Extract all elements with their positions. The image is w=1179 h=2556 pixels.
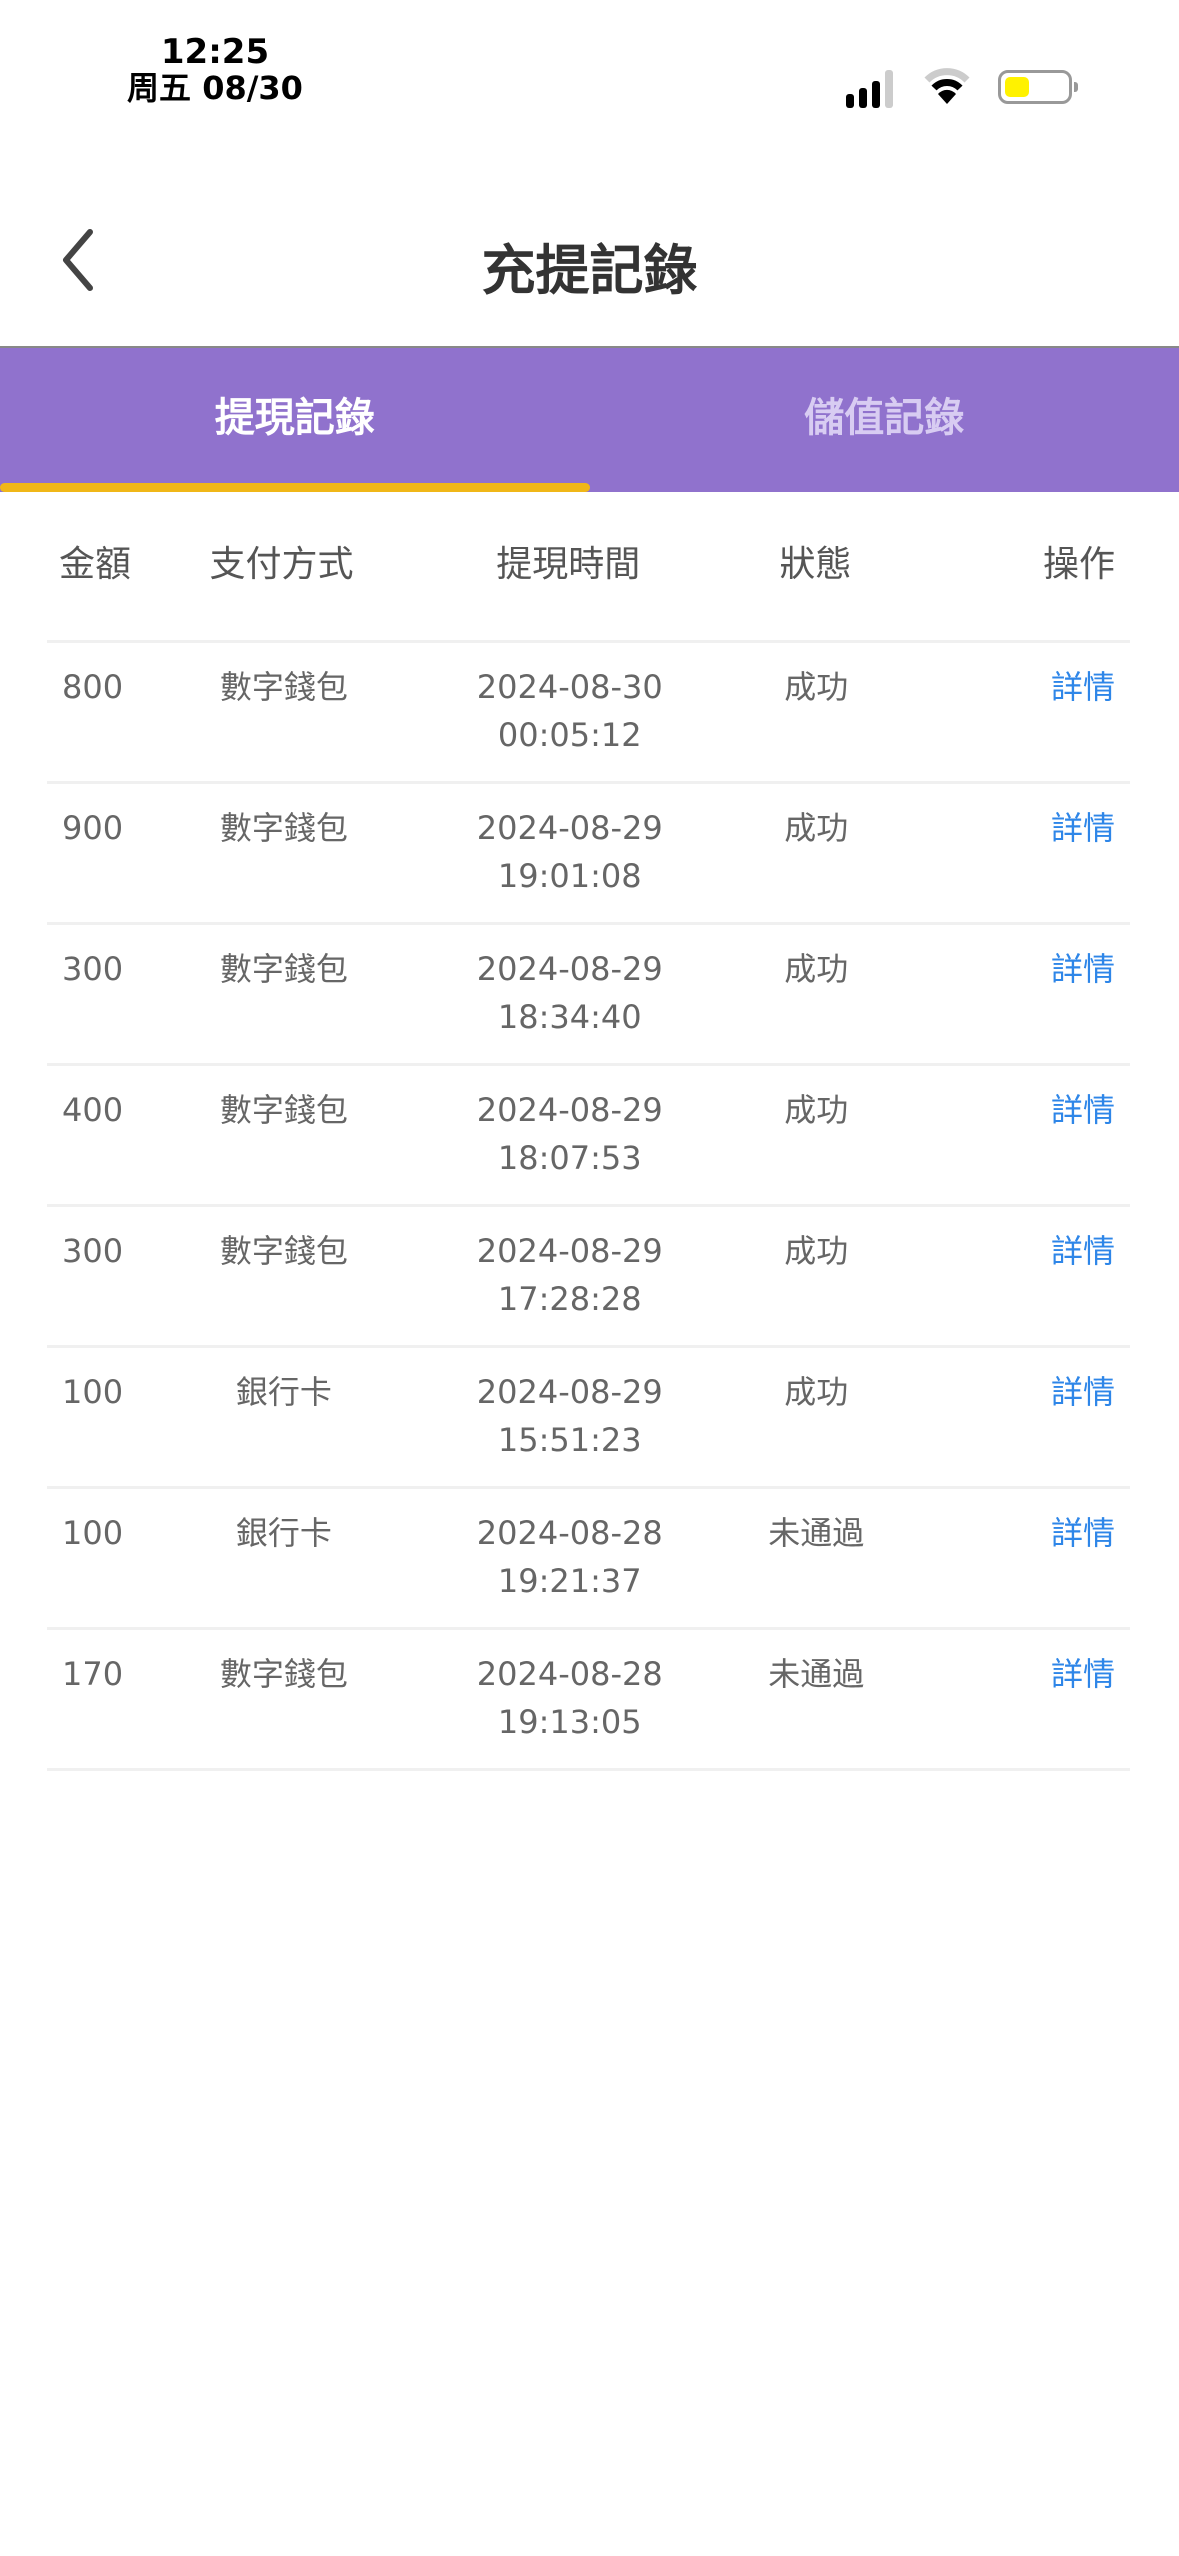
signal-icon [846,70,893,108]
status: 成功 [784,950,849,988]
status: 成功 [784,668,849,706]
table-row: 300 數字錢包 2024-08-29 18:34:40 成功 詳情 [47,925,1130,1066]
tab-label: 提現記錄 [214,395,375,441]
time: 17:28:28 [497,1280,642,1318]
details-link[interactable]: 詳情 [1050,1232,1115,1270]
table-row: 400 數字錢包 2024-08-29 18:07:53 成功 詳情 [47,1066,1130,1207]
date: 2024-08-29 [476,809,663,847]
details-link[interactable]: 詳情 [1050,668,1115,706]
tab-withdrawal-records[interactable]: 提現記錄 [0,348,590,492]
col-method: 支付方式 [209,544,354,585]
withdrawal-time: 2024-08-30 00:05:12 [407,663,732,759]
col-action: 操作 [1042,544,1115,585]
amount: 300 [62,950,124,988]
tab-label: 儲值記錄 [804,395,965,441]
tab-deposit-records[interactable]: 儲值記錄 [590,348,1179,492]
date: 2024-08-28 [476,1514,663,1552]
payment-method: 數字錢包 [219,1232,348,1270]
page-title: 充提記錄 [481,239,698,302]
withdrawal-time: 2024-08-29 19:01:08 [407,804,732,900]
payment-method: 數字錢包 [219,1091,348,1129]
status: 成功 [784,1373,849,1411]
table-header: 金額 支付方式 提現時間 狀態 操作 [47,490,1130,643]
records-table: 金額 支付方式 提現時間 狀態 操作 800 數字錢包 2024-08-30 00:0… [47,490,1130,1771]
time: 19:01:08 [497,857,642,895]
battery-icon [998,70,1078,104]
details-link[interactable]: 詳情 [1050,1655,1115,1693]
payment-method: 數字錢包 [219,809,348,847]
status-time: 12:25 [160,32,270,72]
status: 未通過 [768,1514,865,1552]
col-amount: 金額 [59,544,132,585]
date: 2024-08-28 [476,1655,663,1693]
time: 00:05:12 [497,716,642,754]
col-status: 狀態 [779,544,852,585]
withdrawal-time: 2024-08-29 15:51:23 [407,1368,732,1464]
active-tab-indicator [0,483,590,492]
amount: 100 [62,1373,124,1411]
status-date: 周五 08/30 [127,69,303,107]
withdrawal-time: 2024-08-29 17:28:28 [407,1227,732,1323]
col-time: 提現時間 [496,544,641,585]
table-row: 900 數字錢包 2024-08-29 19:01:08 成功 詳情 [47,784,1130,925]
amount: 170 [62,1655,124,1693]
chevron-left-icon [63,229,93,291]
wifi-icon [924,68,970,104]
withdrawal-time: 2024-08-29 18:34:40 [407,945,732,1041]
details-link[interactable]: 詳情 [1050,1091,1115,1129]
tab-bar: 提現記錄 儲值記錄 [0,346,1179,492]
status: 成功 [784,1091,849,1129]
table-row: 170 數字錢包 2024-08-28 19:13:05 未通過 詳情 [47,1630,1130,1771]
date: 2024-08-29 [476,1091,663,1129]
payment-method: 銀行卡 [235,1373,332,1411]
payment-method: 數字錢包 [219,668,348,706]
amount: 800 [62,668,124,706]
date: 2024-08-30 [476,668,663,706]
date: 2024-08-29 [476,1373,663,1411]
time: 19:13:05 [497,1703,642,1741]
status: 未通過 [768,1655,865,1693]
details-link[interactable]: 詳情 [1050,950,1115,988]
clock: 12:25 周五 08/30 [110,34,320,106]
details-link[interactable]: 詳情 [1050,809,1115,847]
date: 2024-08-29 [476,1232,663,1270]
payment-method: 數字錢包 [219,950,348,988]
back-button[interactable] [58,228,98,296]
time: 19:21:37 [497,1562,642,1600]
status: 成功 [784,1232,849,1270]
payment-method: 銀行卡 [235,1514,332,1552]
time: 18:07:53 [497,1139,642,1177]
status: 成功 [784,809,849,847]
amount: 900 [62,809,124,847]
details-link[interactable]: 詳情 [1050,1373,1115,1411]
status-bar: 12:25 周五 08/30 [0,0,1179,140]
date: 2024-08-29 [476,950,663,988]
details-link[interactable]: 詳情 [1050,1514,1115,1552]
amount: 300 [62,1232,124,1270]
table-row: 800 數字錢包 2024-08-30 00:05:12 成功 詳情 [47,643,1130,784]
time: 15:51:23 [497,1421,642,1459]
withdrawal-time: 2024-08-29 18:07:53 [407,1086,732,1182]
amount: 100 [62,1514,124,1552]
table-row: 300 數字錢包 2024-08-29 17:28:28 成功 詳情 [47,1207,1130,1348]
withdrawal-time: 2024-08-28 19:13:05 [407,1650,732,1746]
amount: 400 [62,1091,124,1129]
table-row: 100 銀行卡 2024-08-28 19:21:37 未通過 詳情 [47,1489,1130,1630]
time: 18:34:40 [497,998,642,1036]
withdrawal-time: 2024-08-28 19:21:37 [407,1509,732,1605]
table-row: 100 銀行卡 2024-08-29 15:51:23 成功 詳情 [47,1348,1130,1489]
payment-method: 數字錢包 [219,1655,348,1693]
